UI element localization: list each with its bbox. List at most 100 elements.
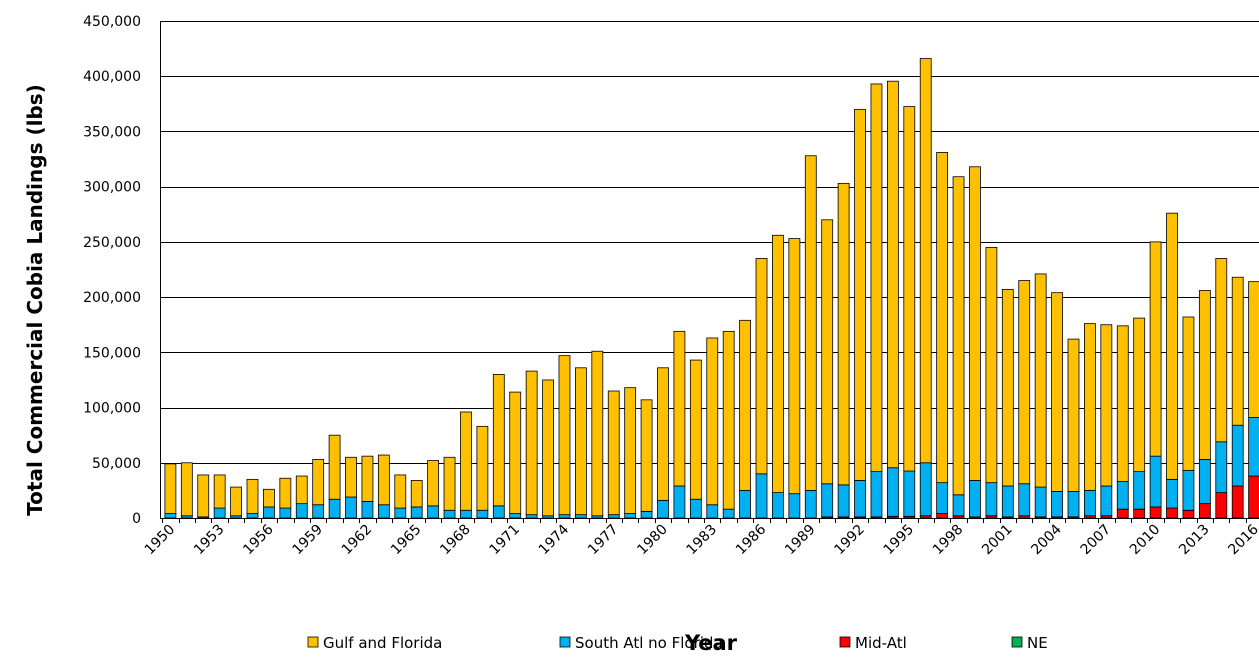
bar-segment	[1248, 417, 1259, 477]
bar-segment	[542, 379, 554, 517]
bar-segment	[1198, 503, 1211, 519]
bar-segment	[213, 474, 226, 509]
x-tick-label: 1989	[782, 522, 819, 559]
bar-segment	[870, 471, 883, 518]
bar-segment	[689, 498, 702, 519]
x-tick-label: 2016	[1225, 521, 1259, 558]
bar-segment	[525, 370, 538, 516]
bar-segment	[492, 505, 505, 519]
bar-segment	[837, 484, 850, 518]
x-tick-label: 1968	[437, 522, 474, 559]
bar-segment	[903, 470, 916, 517]
bar-segment	[525, 514, 538, 519]
bar-segment	[312, 504, 325, 519]
bar-segment	[443, 509, 456, 519]
bar-segment	[657, 499, 669, 519]
bar-segment	[476, 509, 489, 519]
bar-segment	[180, 462, 193, 517]
bar-segment	[361, 455, 374, 502]
y-tick-label: 300,000	[83, 180, 141, 196]
x-tick-label: 1965	[388, 522, 425, 559]
bar-segment	[755, 258, 768, 475]
bar-segment	[1133, 508, 1146, 519]
bar-segment	[607, 390, 620, 516]
legend-label: NE	[1027, 634, 1048, 652]
bar-segment	[1018, 483, 1031, 517]
bar-segment	[1149, 455, 1162, 508]
bar-segment	[1231, 485, 1244, 519]
y-tick-label: 400,000	[83, 69, 141, 85]
bar-segment	[460, 411, 472, 511]
bar-segment	[213, 507, 226, 519]
bar-segment	[821, 219, 834, 485]
legend-swatch	[839, 636, 851, 648]
bar-segment	[1034, 486, 1047, 518]
bar-segment	[460, 509, 472, 519]
bar-segment	[509, 391, 522, 514]
bar-segment	[755, 473, 768, 519]
bar-segment	[345, 496, 357, 519]
bar-segment	[1182, 470, 1195, 511]
bar-segment	[1100, 324, 1113, 487]
x-tick-label: 1959	[289, 522, 326, 559]
bar-segment	[854, 480, 866, 518]
bar-segment	[246, 513, 259, 519]
bar-segment	[197, 474, 210, 518]
bar-segment	[279, 477, 292, 509]
bar-segment	[640, 510, 653, 519]
bar-segment	[1001, 485, 1014, 518]
bar-segment	[1084, 323, 1096, 491]
bar-segment	[706, 504, 719, 519]
bar-segment	[1182, 509, 1195, 519]
bar-segment	[952, 176, 965, 496]
bar-segment	[1198, 290, 1211, 460]
bar-segment	[804, 155, 817, 491]
bar-segment	[624, 387, 637, 514]
bar-segment	[936, 482, 949, 514]
bar-segment	[377, 504, 390, 519]
bar-segment	[689, 359, 702, 500]
y-tick-label: 250,000	[83, 235, 141, 251]
bar-segment	[952, 494, 965, 517]
bar-segment	[1166, 478, 1178, 509]
bar-segment	[886, 467, 899, 517]
bar-segment	[1133, 471, 1146, 510]
bar-segment	[936, 513, 949, 519]
y-tick-labels: 0 50,000 100,000 150,000 200,000 250,000 300,0…	[83, 14, 141, 527]
legend-swatch	[307, 636, 319, 648]
bar-segment	[624, 513, 637, 519]
bar-segment	[919, 462, 932, 517]
bar-segment	[1067, 491, 1080, 518]
bar-segment	[903, 106, 916, 472]
bar-segment	[1133, 317, 1146, 473]
gridlines	[160, 21, 1259, 464]
y-tick-label: 150,000	[83, 345, 141, 361]
bar-segment	[657, 367, 669, 501]
bar-segment	[1166, 212, 1178, 480]
x-tick-label: 1995	[881, 522, 918, 559]
bar-segment	[1084, 489, 1096, 517]
legend-label: South Atl no Florida	[575, 634, 723, 652]
x-tick-label: 1953	[191, 522, 228, 559]
bar-segment	[772, 234, 784, 493]
bar-segment	[673, 485, 686, 519]
bar-segment	[509, 513, 522, 519]
bar-segment	[1051, 292, 1063, 492]
bar-segment	[673, 330, 686, 487]
x-tick-label: 1974	[536, 521, 573, 558]
bar-segment	[295, 475, 308, 505]
bar-segment	[804, 489, 817, 519]
bar-segment	[394, 507, 407, 519]
x-tick-label: 2004	[1028, 521, 1065, 558]
bar-segment	[1034, 273, 1047, 488]
bar-segment	[427, 505, 440, 519]
bar-segment	[361, 501, 374, 519]
bar-segment	[969, 480, 981, 518]
bar-segment	[246, 478, 259, 514]
bar-segment	[1116, 481, 1129, 510]
bar-segment	[739, 319, 751, 491]
bar-segment	[1248, 475, 1259, 519]
legend: Gulf and Florida South Atl no Florida Mid-…	[307, 634, 1048, 652]
legend-label: Gulf and Florida	[323, 634, 442, 652]
